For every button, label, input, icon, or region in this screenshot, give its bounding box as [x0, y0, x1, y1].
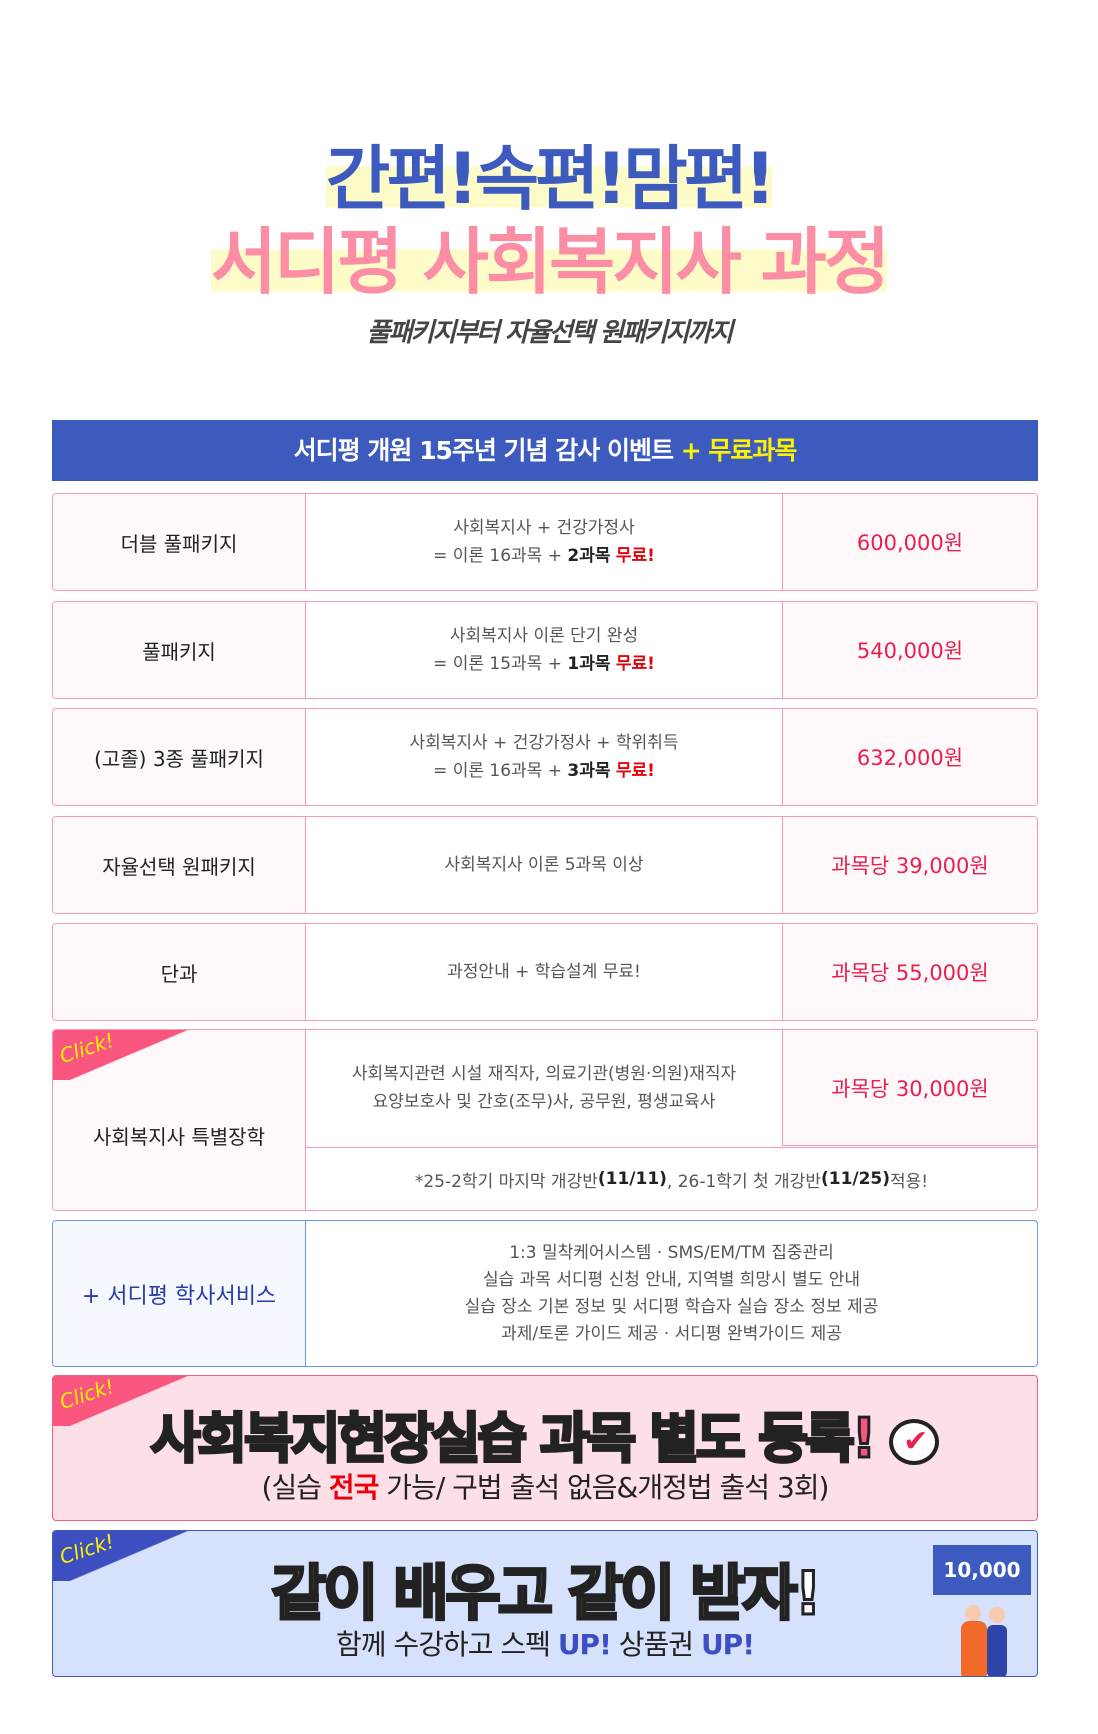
- row-desc: 사회복지사 + 건강가정사 + 학위취득 = 이론 16과목 + 3과목 무료!: [409, 733, 679, 781]
- row-desc: 사회복지사 이론 5과목 이상: [444, 855, 644, 875]
- event-header: 서디평 개원 15주년 기념 감사 이벤트 + 무료과목: [52, 420, 1038, 481]
- service-lines: 1:3 밀착케어시스템 · SMS/EM/TM 집중관리 실습 과목 서디평 신청…: [464, 1242, 879, 1344]
- voucher-ticket: 10,000: [933, 1545, 1031, 1595]
- package-row[interactable]: (고졸) 3종 풀패키지 사회복지사 + 건강가정사 + 학위취득 = 이론 16과…: [52, 708, 1038, 806]
- row-name: 단과: [53, 924, 306, 1020]
- check-bubble-icon: ✔: [889, 1419, 940, 1466]
- people-illustration: [953, 1601, 1023, 1676]
- scholarship-note: *25-2학기 마지막 개강반 (11/11) , 26-1학기 첫 개강반 (11…: [306, 1147, 1037, 1210]
- row-price: 과목당 39,000원: [782, 817, 1037, 913]
- together-banner[interactable]: Click! 같이 배우고 같이 받자! 함께 수강하고 스펙 UP! 상품권 …: [52, 1530, 1038, 1677]
- practice-banner[interactable]: Click! 사회복지현장실습 과목 별도 등록! ✔ (실습 전국 가능/ 구…: [52, 1375, 1038, 1521]
- practice-sub: (실습 전국 가능/ 구법 출석 없음&개정법 출석 3회): [261, 1471, 830, 1504]
- title-line1: 간편!속편!맘편!: [325, 138, 776, 220]
- package-row[interactable]: 자율선택 원패키지 사회복지사 이론 5과목 이상 과목당 39,000원: [52, 816, 1038, 914]
- row-price: 600,000원: [782, 494, 1037, 590]
- together-title: 같이 배우고 같이 받자!: [270, 1558, 824, 1631]
- together-sub: 함께 수강하고 스펙 UP! 상품권 UP!: [336, 1628, 755, 1661]
- row-price: 540,000원: [782, 602, 1037, 698]
- service-name: + 서디평 학사서비스: [53, 1221, 306, 1366]
- practice-title: 사회복지현장실습 과목 별도 등록! ✔: [53, 1394, 1037, 1473]
- package-row[interactable]: 단과 과정안내 + 학습설계 무료! 과목당 55,000원: [52, 923, 1038, 1021]
- subtitle: 풀패키지부터 자율선택 원패키지까지: [366, 318, 734, 348]
- package-row[interactable]: 풀패키지 사회복지사 이론 단기 완성 = 이론 15과목 + 1과목 무료! 540…: [52, 601, 1038, 699]
- academic-service: + 서디평 학사서비스 1:3 밀착케어시스템 · SMS/EM/TM 집중관리…: [52, 1220, 1038, 1367]
- row-price: 과목당 55,000원: [782, 924, 1037, 1020]
- row-name: 자율선택 원패키지: [53, 817, 306, 913]
- scholarship-row[interactable]: 사회복지사 특별장학 Click! 사회복지관련 시설 재직자, 의료기관(병원…: [52, 1029, 1038, 1211]
- row-price: 과목당 30,000원: [782, 1030, 1037, 1146]
- row-name: 풀패키지: [53, 602, 306, 698]
- row-name: (고졸) 3종 풀패키지: [53, 709, 306, 805]
- click-badge[interactable]: Click!: [53, 1531, 213, 1581]
- row-desc: 사회복지관련 시설 재직자, 의료기관(병원·의원)재직자 요양보호사 및 간호(…: [351, 1064, 737, 1112]
- click-badge[interactable]: Click!: [53, 1030, 213, 1080]
- row-desc: 과정안내 + 학습설계 무료!: [447, 962, 641, 982]
- row-desc: 사회복지사 이론 단기 완성 = 이론 15과목 + 1과목 무료!: [433, 626, 655, 674]
- row-desc: 사회복지사 + 건강가정사 = 이론 16과목 + 2과목 무료!: [433, 518, 655, 566]
- click-badge[interactable]: Click!: [53, 1376, 213, 1426]
- package-row[interactable]: 더블 풀패키지 사회복지사 + 건강가정사 = 이론 16과목 + 2과목 무료! 6…: [52, 493, 1038, 591]
- row-name: 더블 풀패키지: [53, 494, 306, 590]
- row-price: 632,000원: [782, 709, 1037, 805]
- title-line2: 서디평 사회복지사 과정: [210, 220, 890, 304]
